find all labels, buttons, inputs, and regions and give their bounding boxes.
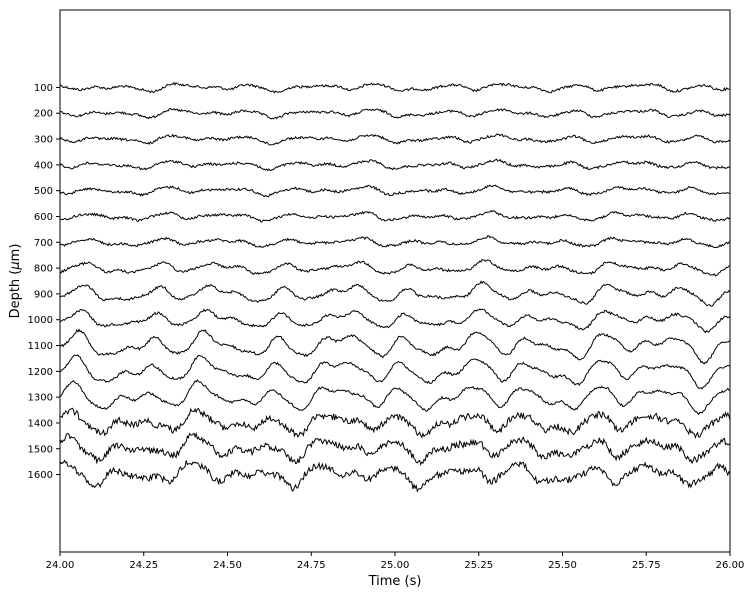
y-tick-label: 700 — [34, 238, 53, 249]
trace-depth-700 — [59, 235, 731, 249]
y-ticks: 100 200 300 400 500 600 700 800 900 1000 1100 1200 1… — [28, 83, 60, 481]
y-tick-label: 400 — [34, 160, 53, 171]
x-tick-label: 25.00 — [381, 560, 410, 571]
y-tick-label: 900 — [34, 289, 53, 300]
trace-depth-1400 — [60, 407, 731, 440]
x-tick-label: 24.75 — [297, 560, 326, 571]
y-tick-label: 1600 — [28, 470, 53, 481]
y-tick-label: 1000 — [28, 315, 53, 326]
y-tick-label: 1100 — [28, 341, 53, 352]
y-axis-label: Depth (μm) — [8, 244, 23, 319]
trace-depth-600 — [59, 209, 731, 223]
trace-depth-1200 — [59, 354, 731, 390]
y-tick-label: 300 — [34, 135, 53, 146]
trace-depth-200 — [59, 107, 731, 120]
x-tick-label: 25.75 — [632, 560, 661, 571]
x-tick-label: 24.00 — [46, 560, 75, 571]
trace-depth-1100 — [59, 328, 731, 365]
x-tick-label: 25.25 — [464, 560, 493, 571]
y-tick-label: 100 — [34, 83, 53, 94]
x-tick-label: 26.00 — [716, 560, 745, 571]
y-tick-label: 800 — [34, 264, 53, 275]
y-tick-label: 1500 — [28, 444, 53, 455]
y-tick-label: 1200 — [28, 367, 53, 378]
trace-depth-500 — [59, 184, 731, 198]
y-tick-label: 600 — [34, 212, 53, 223]
trace-depth-400 — [59, 158, 731, 172]
y-tick-label: 1400 — [28, 418, 53, 429]
trace-depth-300 — [59, 133, 731, 146]
y-tick-label: 200 — [34, 109, 53, 120]
trace-depth-1600 — [59, 459, 731, 493]
y-tick-label: 500 — [34, 186, 53, 197]
traces — [59, 81, 731, 493]
x-tick-label: 24.25 — [129, 560, 158, 571]
trace-depth-800 — [59, 259, 731, 277]
trace-depth-1500 — [59, 431, 731, 466]
x-tick-label: 25.50 — [548, 560, 577, 571]
plot-frame — [59, 9, 731, 553]
x-axis-label: Time (s) — [368, 574, 422, 589]
trace-depth-1000 — [59, 308, 731, 334]
y-tick-label: 1300 — [28, 393, 53, 404]
trace-depth-1300 — [59, 378, 731, 416]
x-tick-label: 24.50 — [213, 560, 242, 571]
trace-depth-100 — [59, 81, 731, 94]
x-ticks: 24.00 24.25 24.50 24.75 25.00 25.25 25.50 25.75… — [46, 552, 745, 571]
trace-depth-900 — [59, 280, 731, 307]
